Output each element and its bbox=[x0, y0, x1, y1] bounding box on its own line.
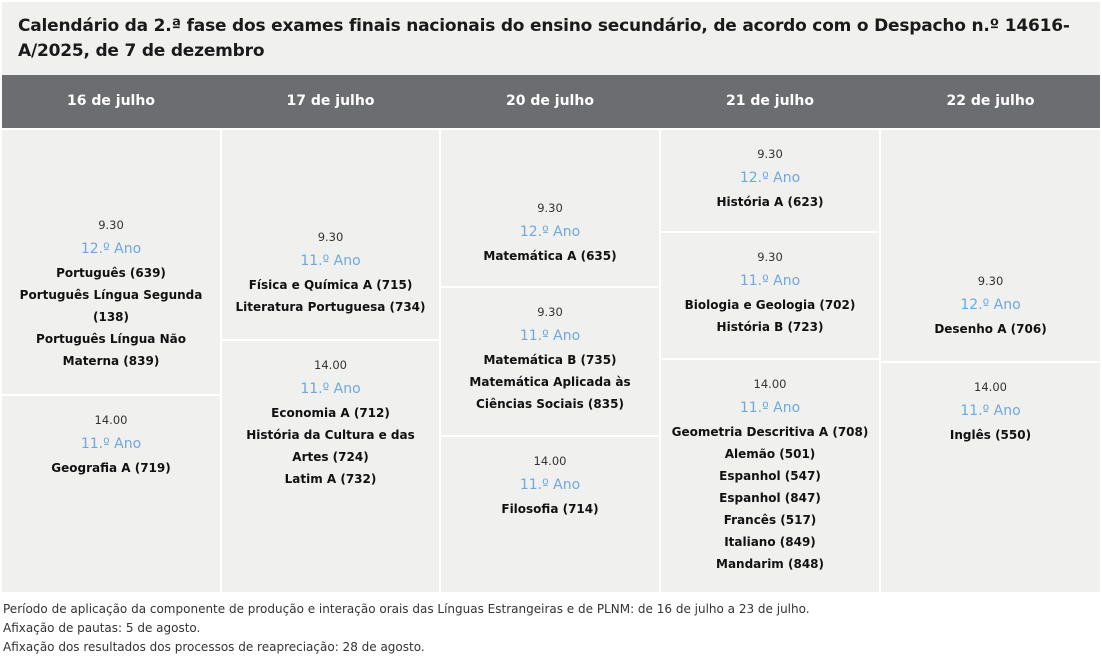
exam-subject: Espanhol (847) bbox=[719, 491, 821, 505]
note-reapreciacao: Afixação dos resultados dos processos de… bbox=[3, 640, 425, 654]
exam-slot: 14.00 11.º Ano Geografia A (719) bbox=[2, 396, 220, 592]
exam-subject: Matemática B (735) bbox=[483, 353, 617, 367]
exam-subject: História B (723) bbox=[716, 320, 824, 334]
exam-subject: Matemática A (635) bbox=[483, 249, 617, 263]
day-header: 16 de julho bbox=[67, 93, 155, 109]
exam-subject: Espanhol (547) bbox=[719, 469, 821, 483]
exam-time: 14.00 bbox=[314, 358, 347, 372]
day-header: 20 de julho bbox=[506, 93, 594, 109]
exam-time: 9.30 bbox=[977, 274, 1004, 288]
exam-subject: Matemática Aplicada às Ciências Sociais … bbox=[469, 375, 631, 411]
exam-subject: Geografia A (719) bbox=[51, 461, 171, 475]
exam-time: 9.30 bbox=[757, 147, 783, 161]
day-header: 22 de julho bbox=[946, 93, 1035, 109]
school-year: 12.º Ano bbox=[80, 241, 142, 257]
exam-subject: Português Língua Não Materna (839) bbox=[36, 332, 186, 368]
exam-subject: Latim A (732) bbox=[284, 472, 377, 486]
exam-subject: Desenho A (706) bbox=[934, 322, 1047, 336]
school-year: 11.º Ano bbox=[300, 381, 361, 397]
exam-subject: Português Língua Segunda (138) bbox=[19, 288, 203, 324]
school-year: 11.º Ano bbox=[739, 273, 801, 289]
exam-time: 9.30 bbox=[757, 250, 783, 264]
exam-time: 9.30 bbox=[98, 218, 124, 232]
exam-slot: 9.30 12.º Ano História A (623) bbox=[661, 130, 879, 231]
school-year: 11.º Ano bbox=[300, 253, 361, 269]
exam-subject: Francês (517) bbox=[723, 513, 817, 527]
exam-slot: 9.30 12.º Ano Português (639) Português Lín… bbox=[2, 130, 220, 394]
school-year: 12.º Ano bbox=[739, 170, 801, 186]
exam-subject: Biologia e Geologia (702) bbox=[684, 298, 856, 312]
note-pautas: Afixação de pautas: 5 de agosto. bbox=[3, 621, 201, 635]
school-year: 11.º Ano bbox=[80, 436, 142, 452]
exam-subject: Geometria Descritiva A (708) bbox=[671, 425, 869, 439]
exam-subject: Alemão (501) bbox=[724, 447, 816, 461]
exam-time: 14.00 bbox=[533, 454, 567, 468]
table-header: 16 de julho 17 de julho 20 de julho 21 de j… bbox=[2, 75, 1100, 128]
exam-slot: 9.30 11.º Ano Física e Química A (715) Lite… bbox=[222, 130, 439, 339]
exam-time: 14.00 bbox=[974, 380, 1007, 394]
exam-time: 9.30 bbox=[537, 201, 563, 215]
exam-subject: Inglês (550) bbox=[949, 428, 1032, 442]
day-header: 17 de julho bbox=[286, 93, 375, 109]
school-year: 12.º Ano bbox=[960, 297, 1021, 313]
exam-subject: Mandarim (848) bbox=[716, 557, 824, 571]
exam-subject: História da Cultura e das Artes (724) bbox=[246, 428, 415, 464]
exam-slot: 14.00 11.º Ano Filosofia (714) bbox=[441, 437, 659, 592]
exam-time: 14.00 bbox=[753, 377, 787, 391]
exam-slot: 9.30 11.º Ano Biologia e Geologia (702) His… bbox=[661, 233, 879, 358]
exam-subject: História A (623) bbox=[716, 195, 824, 209]
school-year: 11.º Ano bbox=[739, 400, 801, 416]
exam-slot: 9.30 12.º Ano Matemática A (635) bbox=[441, 130, 659, 286]
page-title: Calendário da 2.ª fase dos exames finais… bbox=[18, 16, 1070, 61]
school-year: 11.º Ano bbox=[960, 403, 1021, 419]
exam-slot: 14.00 11.º Ano Geometria Descritiva A (708… bbox=[661, 360, 879, 592]
school-year: 12.º Ano bbox=[519, 224, 581, 240]
title-bar: Calendário da 2.ª fase dos exames finais… bbox=[2, 2, 1100, 75]
day-header: 21 de julho bbox=[726, 93, 814, 109]
exam-time: 14.00 bbox=[94, 413, 128, 427]
exam-slot: 9.30 11.º Ano Matemática B (735) Matemática… bbox=[441, 288, 659, 435]
school-year: 11.º Ano bbox=[519, 477, 581, 493]
exam-subject: Italiano (849) bbox=[724, 535, 816, 549]
exam-subject: Economia A (712) bbox=[271, 406, 390, 420]
exam-time: 9.30 bbox=[317, 230, 344, 244]
school-year: 11.º Ano bbox=[519, 328, 581, 344]
footnotes: Período de aplicação da componente de pr… bbox=[3, 600, 810, 657]
exam-subject: Literatura Portuguesa (734) bbox=[235, 300, 426, 314]
exam-slot: 14.00 11.º Ano Inglês (550) bbox=[881, 363, 1100, 592]
exam-slot: 14.00 11.º Ano Economia A (712) História da… bbox=[222, 341, 439, 592]
note-orals: Período de aplicação da componente de pr… bbox=[3, 602, 810, 616]
exam-subject: Português (639) bbox=[56, 266, 166, 280]
exam-slot: 9.30 12.º Ano Desenho A (706) bbox=[881, 130, 1100, 361]
exam-subject: Filosofia (714) bbox=[501, 502, 599, 516]
exam-subject: Física e Química A (715) bbox=[248, 278, 413, 292]
exam-time: 9.30 bbox=[537, 305, 563, 319]
